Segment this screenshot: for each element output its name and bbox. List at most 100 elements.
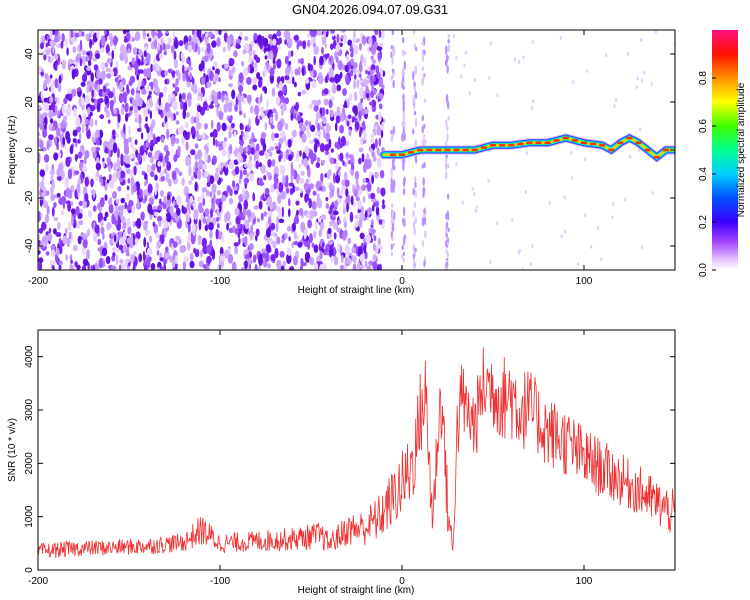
noise-cell xyxy=(126,185,130,191)
y-tick-label: -20 xyxy=(24,190,35,205)
noise-cell xyxy=(446,163,450,169)
noise-cell xyxy=(328,67,334,79)
noise-cell xyxy=(121,216,126,224)
noise-cell xyxy=(531,99,535,104)
noise-cell xyxy=(278,218,285,223)
noise-cell xyxy=(205,189,210,197)
noise-cell xyxy=(368,101,374,106)
noise-cell xyxy=(123,38,129,43)
noise-cell xyxy=(100,36,104,47)
noise-cell xyxy=(92,205,97,212)
noise-cell xyxy=(144,172,148,180)
noise-cell xyxy=(79,39,83,51)
noise-cell xyxy=(299,150,302,157)
noise-cell xyxy=(654,30,658,34)
noise-cell xyxy=(376,71,381,79)
noise-cell xyxy=(209,230,213,239)
noise-cell xyxy=(391,236,394,242)
noise-cell xyxy=(145,138,149,149)
noise-cell xyxy=(62,235,68,245)
noise-cell xyxy=(351,246,356,254)
noise-cell xyxy=(95,80,100,85)
noise-cell xyxy=(241,60,244,67)
noise-cell xyxy=(39,139,44,150)
noise-cell xyxy=(184,121,189,129)
noise-cell xyxy=(366,265,372,270)
noise-cell xyxy=(358,147,364,153)
noise-cell xyxy=(60,40,64,49)
noise-cell xyxy=(327,240,334,245)
noise-cell xyxy=(84,176,90,187)
noise-cell xyxy=(323,186,326,192)
noise-cell xyxy=(40,180,45,191)
noise-cell xyxy=(43,103,50,112)
noise-cell xyxy=(350,169,355,176)
noise-cell xyxy=(531,39,535,44)
noise-cell xyxy=(310,36,314,47)
noise-cell xyxy=(163,253,170,259)
noise-cell xyxy=(284,74,290,81)
noise-cell xyxy=(181,204,184,213)
noise-cell xyxy=(318,74,324,85)
noise-cell xyxy=(84,155,87,165)
noise-cell xyxy=(84,192,89,202)
noise-cell xyxy=(166,128,170,140)
noise-cell xyxy=(70,201,74,206)
colorbar-label: Normalized spectral amplitude xyxy=(736,82,747,217)
noise-cell xyxy=(178,40,184,47)
noise-cell xyxy=(188,165,192,177)
noise-cell xyxy=(171,170,177,181)
noise-cell xyxy=(250,212,256,220)
noise-cell xyxy=(236,152,242,163)
noise-cell xyxy=(313,55,317,66)
noise-cell xyxy=(166,215,172,223)
noise-cell xyxy=(172,252,176,260)
noise-cell xyxy=(292,255,298,266)
noise-cell xyxy=(139,145,145,156)
noise-cell xyxy=(100,220,104,227)
noise-cell xyxy=(199,249,204,258)
noise-cell xyxy=(246,209,252,217)
noise-cell xyxy=(265,187,270,195)
noise-cell xyxy=(175,235,180,241)
noise-cell xyxy=(87,106,91,115)
noise-cell xyxy=(267,210,273,219)
noise-cell xyxy=(445,232,448,239)
noise-cell xyxy=(94,224,100,234)
noise-cell xyxy=(341,254,344,264)
noise-cell xyxy=(71,68,76,80)
noise-cell xyxy=(65,106,72,117)
noise-cell xyxy=(402,85,405,90)
noise-cell xyxy=(238,145,244,155)
noise-cell xyxy=(272,108,277,114)
noise-cell xyxy=(180,52,185,60)
noise-cell xyxy=(44,116,48,127)
noise-cell xyxy=(38,119,44,124)
noise-cell xyxy=(86,84,90,94)
noise-cell xyxy=(48,109,54,119)
noise-cell xyxy=(118,204,124,211)
noise-cell xyxy=(445,157,448,163)
noise-cell xyxy=(393,179,396,189)
noise-cell xyxy=(175,120,180,125)
noise-cell xyxy=(311,242,315,248)
noise-cell xyxy=(371,174,374,185)
noise-cell xyxy=(391,30,394,36)
signal-peak xyxy=(653,155,660,159)
noise-cell xyxy=(149,214,153,220)
noise-cell xyxy=(90,72,94,82)
noise-cell xyxy=(548,201,551,205)
noise-cell xyxy=(340,187,343,198)
noise-cell xyxy=(359,253,365,263)
noise-cell xyxy=(81,247,86,256)
noise-cell xyxy=(365,85,369,94)
noise-cell xyxy=(142,250,146,262)
noise-cell xyxy=(218,110,224,121)
noise-cell xyxy=(323,98,329,106)
noise-cell xyxy=(99,197,105,208)
noise-cell xyxy=(147,151,153,158)
noise-cell xyxy=(335,174,340,184)
noise-cell xyxy=(168,93,172,104)
noise-cell xyxy=(374,138,378,149)
noise-cell xyxy=(252,138,258,143)
